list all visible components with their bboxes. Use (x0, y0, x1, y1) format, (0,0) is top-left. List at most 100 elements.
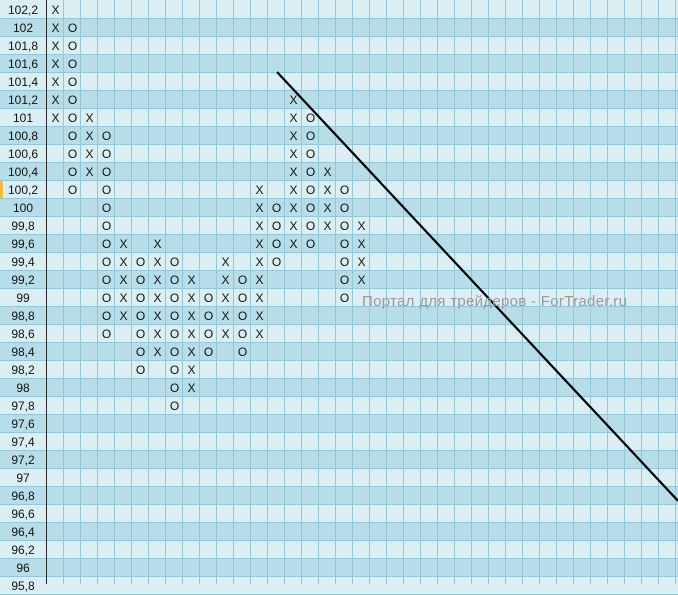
o-mark: O (67, 129, 78, 143)
x-mark: X (51, 39, 60, 53)
price-label[interactable]: 97,8 (11, 399, 35, 413)
x-mark: X (221, 309, 230, 323)
o-mark: O (339, 219, 350, 233)
price-label[interactable]: 100 (12, 201, 34, 215)
price-label[interactable]: 101,6 (7, 57, 39, 71)
price-label[interactable]: 102 (12, 21, 34, 35)
selected-row-indicator (0, 181, 3, 198)
grid-column-line (624, 0, 625, 584)
o-mark: O (67, 21, 78, 35)
grid-column-line (471, 0, 472, 584)
o-mark: O (271, 255, 282, 269)
price-label[interactable]: 97 (16, 471, 30, 485)
o-mark: O (305, 165, 316, 179)
price-label[interactable]: 100,6 (7, 147, 39, 161)
price-label[interactable]: 97,2 (11, 453, 35, 467)
grid-column-line (522, 0, 523, 584)
grid-column-line (437, 0, 438, 584)
x-mark: X (323, 219, 332, 233)
grid-column-line (488, 0, 489, 584)
price-label[interactable]: 98 (16, 381, 30, 395)
price-label[interactable]: 101,2 (7, 93, 39, 107)
grid-column-line (590, 0, 591, 584)
o-mark: O (339, 237, 350, 251)
price-label[interactable]: 96,4 (11, 525, 35, 539)
o-mark: O (169, 291, 180, 305)
price-label[interactable]: 98,2 (11, 363, 35, 377)
grid-row (0, 1, 678, 19)
o-mark: O (135, 273, 146, 287)
x-mark: X (119, 273, 128, 287)
price-label[interactable]: 101,4 (7, 75, 39, 89)
price-label[interactable]: 96,2 (11, 543, 35, 557)
grid-column-line (301, 0, 302, 584)
price-label[interactable]: 102,2 (7, 3, 39, 17)
grid-row (0, 487, 678, 505)
price-label[interactable]: 100,2 (7, 183, 39, 197)
price-label[interactable]: 96 (16, 561, 30, 575)
grid-row (0, 451, 678, 469)
price-label[interactable]: 101,8 (7, 39, 39, 53)
grid-column-line (165, 0, 166, 584)
x-mark: X (153, 309, 162, 323)
x-mark: X (51, 111, 60, 125)
x-mark: X (357, 237, 366, 251)
price-label[interactable]: 96,6 (11, 507, 35, 521)
price-label[interactable]: 100,8 (7, 129, 39, 143)
x-mark: X (289, 183, 298, 197)
grid-row (0, 469, 678, 487)
x-mark: X (51, 93, 60, 107)
grid-column-line (454, 0, 455, 584)
price-label[interactable]: 100,4 (7, 165, 39, 179)
price-label[interactable]: 97,4 (11, 435, 35, 449)
grid-row (0, 199, 678, 217)
o-mark: O (135, 255, 146, 269)
x-mark: X (187, 345, 196, 359)
price-label[interactable]: 98,4 (11, 345, 35, 359)
price-label[interactable]: 98,6 (11, 327, 35, 341)
o-mark: O (101, 327, 112, 341)
x-mark: X (153, 273, 162, 287)
x-mark: X (153, 291, 162, 305)
x-mark: X (119, 309, 128, 323)
price-label[interactable]: 97,6 (11, 417, 35, 431)
grid-column-line (641, 0, 642, 584)
x-mark: X (289, 111, 298, 125)
x-mark: X (357, 273, 366, 287)
o-mark: O (237, 345, 248, 359)
o-mark: O (135, 363, 146, 377)
price-label[interactable]: 96,8 (11, 489, 35, 503)
o-mark: O (305, 237, 316, 251)
o-mark: O (101, 237, 112, 251)
x-mark: X (289, 201, 298, 215)
grid-row (0, 73, 678, 91)
o-mark: O (101, 147, 112, 161)
x-mark: X (221, 255, 230, 269)
o-mark: O (339, 273, 350, 287)
grid-row (0, 91, 678, 109)
x-mark: X (357, 255, 366, 269)
price-label[interactable]: 98,8 (11, 309, 35, 323)
x-mark: X (255, 219, 264, 233)
x-mark: X (153, 345, 162, 359)
o-mark: O (339, 291, 350, 305)
grid-row (0, 271, 678, 289)
x-mark: X (221, 327, 230, 341)
price-label[interactable]: 99,6 (11, 237, 35, 251)
price-label[interactable]: 99,4 (11, 255, 35, 269)
price-label[interactable]: 99,8 (11, 219, 35, 233)
grid-column-line (403, 0, 404, 584)
x-mark: X (119, 237, 128, 251)
price-label[interactable]: 101 (12, 111, 34, 125)
o-mark: O (169, 255, 180, 269)
o-mark: O (169, 381, 180, 395)
o-mark: O (67, 183, 78, 197)
price-label[interactable]: 99 (16, 291, 30, 305)
o-mark: O (203, 291, 214, 305)
grid-column-line (267, 0, 268, 584)
o-mark: O (271, 237, 282, 251)
o-mark: O (169, 327, 180, 341)
x-mark: X (289, 219, 298, 233)
price-label[interactable]: 99,2 (11, 273, 35, 287)
o-mark: O (67, 75, 78, 89)
